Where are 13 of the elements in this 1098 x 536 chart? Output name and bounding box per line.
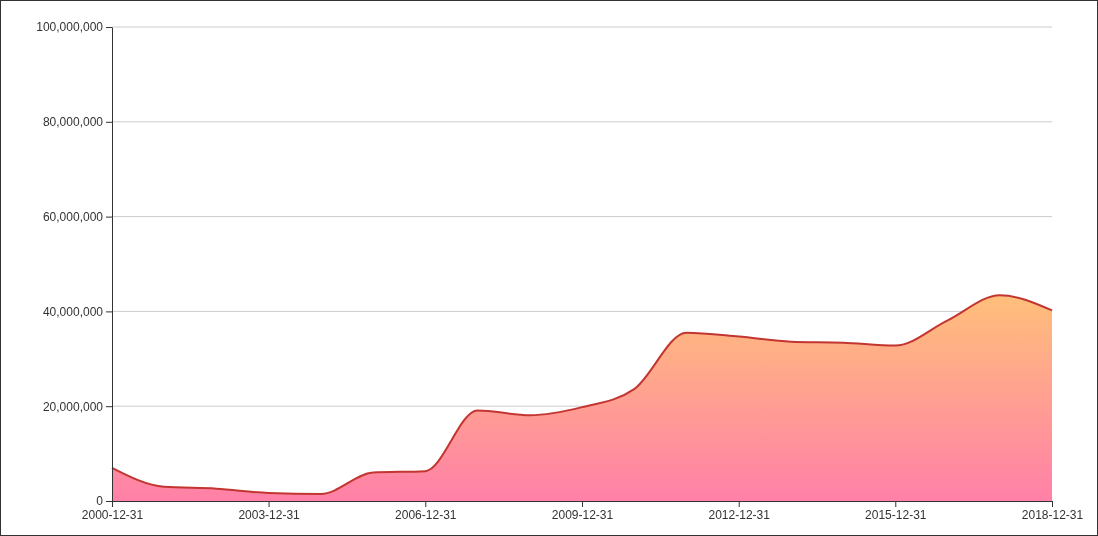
y-tick-label: 20,000,000 [42,399,104,414]
y-tick-label: 0 [96,494,104,509]
y-tick-label: 80,000,000 [42,115,104,130]
x-tick-label: 2009-12-31 [551,507,614,522]
y-tick-label: 100,000,000 [36,20,104,35]
x-tick-label: 2015-12-31 [865,507,927,522]
x-tick-label: 2006-12-31 [395,507,457,522]
x-tick-label: 2012-12-31 [708,507,771,522]
y-tick-label: 40,000,000 [42,304,104,319]
x-tick-label: 2000-12-31 [81,507,144,522]
y-tick-label: 60,000,000 [42,209,104,224]
x-tick-label: 2018-12-31 [1021,507,1084,522]
x-tick-label: 2003-12-31 [238,507,301,522]
